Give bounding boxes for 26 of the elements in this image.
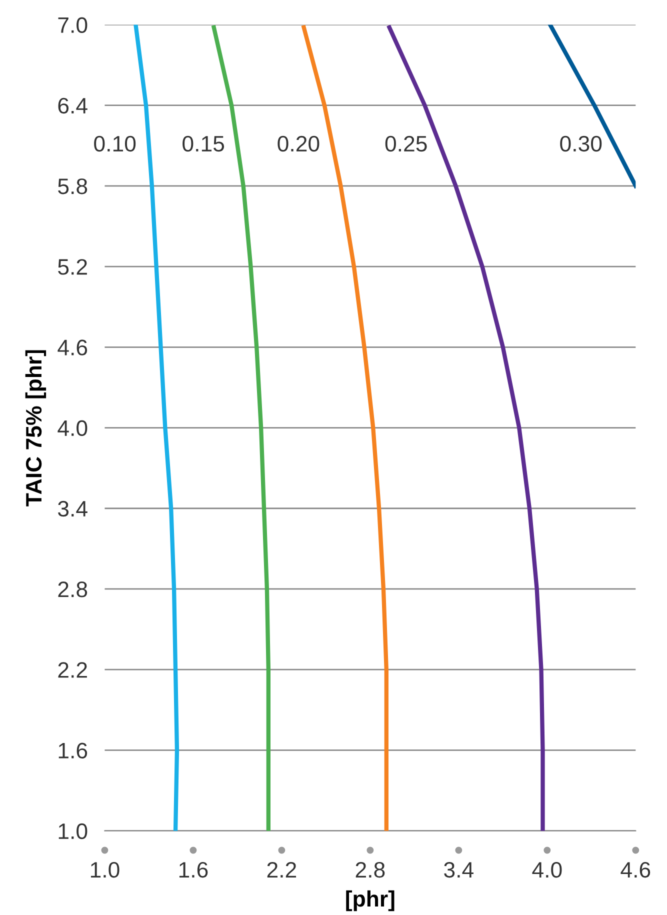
series-label: 0.10 [94,136,136,152]
x-tick-label: 3.4 [444,862,474,878]
y-axis-title: TAIC 75% [phr] [25,350,46,506]
y-tick-label: 1.0 [58,823,88,840]
series-label: 0.20 [278,136,320,152]
y-tick-label: 7.0 [58,17,88,33]
x-tick-label: 4.0 [532,862,562,878]
y-tick-label: 2.2 [58,662,87,678]
y-tick-label: 4.0 [58,420,88,436]
x-tick-label: 2.2 [267,862,296,878]
line-series [387,25,545,831]
y-tick-label: 6.4 [58,98,88,114]
x-tick-label: 1.6 [179,862,208,878]
x-tick-label: 4.6 [620,862,650,878]
series-label: 0.15 [182,136,224,152]
y-tick-label: 5.2 [58,259,87,275]
y-tick-label: 5.8 [58,178,88,194]
y-tick-label: 1.6 [58,742,88,758]
y-tick-label: 4.6 [58,340,88,356]
x-axis-title: [phr] [346,890,394,912]
series-label: 0.30 [560,136,602,152]
x-tick-label: 1.0 [90,862,120,878]
x-tick-label: 2.8 [356,862,385,878]
y-tick-label: 3.4 [58,500,88,517]
y-tick-label: 2.8 [58,582,88,598]
series-label: 0.25 [385,136,427,152]
